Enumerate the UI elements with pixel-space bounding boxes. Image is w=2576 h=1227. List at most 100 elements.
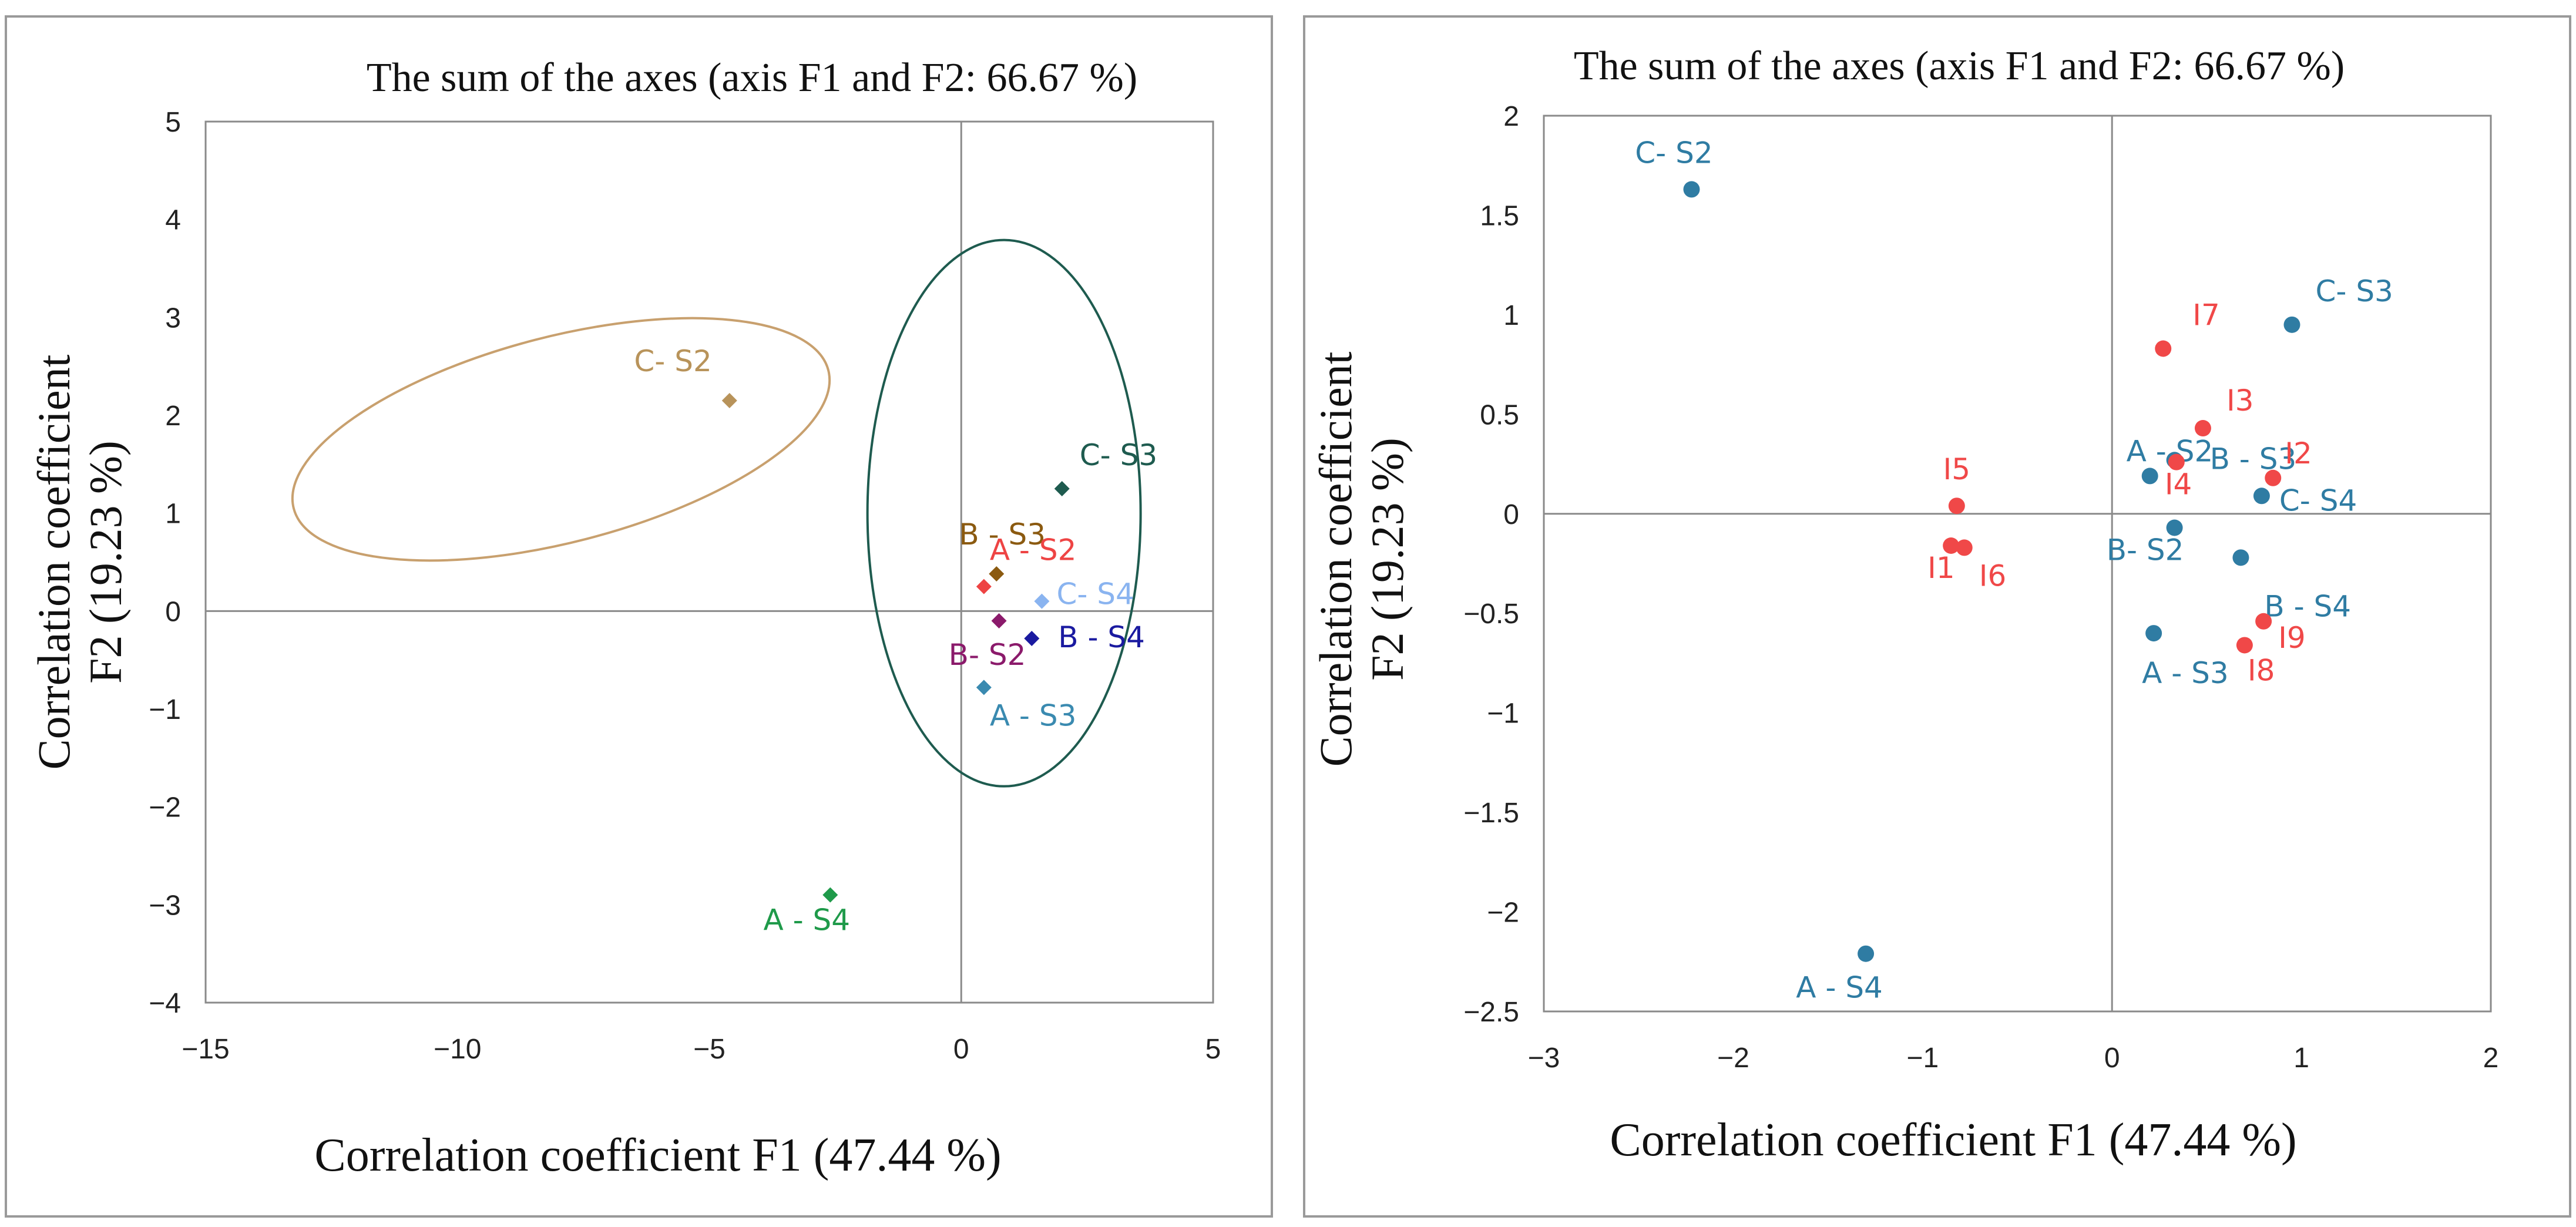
right-x-tick-label: −3 [1528, 1043, 1560, 1074]
left-data-point [721, 393, 737, 408]
right-indicator-label: I7 [2192, 298, 2220, 332]
left-data-point [991, 613, 1007, 628]
left-point-label: A - S3 [990, 698, 1077, 732]
left-plot-area [204, 120, 1214, 1004]
right-x-tick-label: −1 [1906, 1043, 1939, 1074]
left-point-label: B- S2 [949, 638, 1026, 672]
right-indicator-label: I3 [2226, 384, 2254, 418]
right-sample-point [2145, 625, 2162, 642]
left-point-label: B - S4 [1058, 620, 1145, 654]
right-y-tick-label: −0.5 [1463, 599, 1519, 630]
right-chart-title: The sum of the axes (axis F1 and F2: 66.… [1574, 43, 2345, 89]
right-indicator-point [2236, 637, 2253, 654]
right-indicator-label: I6 [1979, 559, 2007, 593]
right-panel-frame [1303, 15, 2571, 1218]
right-x-tick-label: 2 [2483, 1043, 2499, 1074]
left-chart-title: The sum of the axes (axis F1 and F2: 66.… [367, 55, 1137, 100]
right-indicator-point [2194, 420, 2211, 437]
right-plot-area [1543, 115, 2492, 1013]
left-data-point [1034, 593, 1050, 609]
left-x-tick-label: 0 [953, 1034, 969, 1065]
left-data-point [1054, 481, 1070, 496]
right-x-tick-label: 1 [2293, 1043, 2309, 1074]
right-sample-label: B - S3 [2210, 442, 2297, 476]
right-indicator-point [2255, 613, 2272, 630]
right-indicator-point [1948, 497, 1965, 515]
right-y-axis-label-line1: Correlation coefficient [1310, 351, 1361, 767]
right-indicator-point [2155, 340, 2172, 357]
right-sample-label: B - S4 [2264, 589, 2351, 623]
right-indicator-label: I8 [2248, 653, 2275, 687]
left-y-tick-label: −2 [149, 792, 181, 823]
right-indicator-label: I5 [1943, 452, 1971, 486]
left-y-axis-label-line1: Correlation coefficient [28, 354, 79, 769]
right-y-tick-label: 1 [1503, 300, 1519, 331]
left-chart: The sum of the axes (axis F1 and F2: 66.… [28, 55, 1221, 1181]
left-confidence-ellipse-green [866, 238, 1142, 788]
right-y-tick-label: 0.5 [1480, 399, 1519, 431]
right-y-tick-label: −1 [1487, 698, 1519, 730]
left-y-tick-label: 2 [165, 401, 181, 432]
left-point-label: C- S3 [1080, 438, 1157, 472]
right-indicator-point [2265, 469, 2282, 486]
right-x-tick-label: −2 [1717, 1043, 1749, 1074]
right-y-tick-label: −2.5 [1463, 997, 1519, 1028]
right-y-tick-label: −2 [1487, 897, 1519, 929]
left-x-tick-label: −10 [434, 1034, 481, 1065]
right-indicator-label: I1 [1927, 551, 1955, 585]
left-x-tick-label: −15 [182, 1034, 229, 1065]
left-data-point [822, 887, 838, 903]
right-y-axis-label-line2: F2 (19.23 %) [1362, 438, 1413, 681]
right-sample-point [1858, 945, 1875, 962]
left-data-point [976, 680, 992, 695]
left-point-label: C- S2 [634, 344, 711, 378]
left-point-label: A - S4 [764, 903, 851, 937]
left-y-tick-label: −4 [149, 988, 181, 1019]
left-point-label: B - S3 [959, 517, 1046, 552]
right-y-tick-label: 1.5 [1480, 200, 1519, 231]
left-point-label: C- S4 [1056, 577, 1134, 611]
right-indicator-point [1956, 539, 1973, 556]
right-sample-point [2283, 316, 2300, 333]
right-chart: The sum of the axes (axis F1 and F2: 66.… [1310, 43, 2498, 1166]
left-y-tick-label: −3 [149, 890, 181, 921]
right-sample-point [1683, 181, 1700, 198]
left-data-point [989, 566, 1005, 581]
right-sample-label: A - S3 [2142, 656, 2229, 690]
right-indicator-point [1943, 537, 1960, 554]
left-y-axis-label-line2: F2 (19.23 %) [80, 441, 131, 684]
left-y-tick-label: 5 [165, 107, 181, 138]
right-sample-point [2253, 488, 2270, 505]
right-sample-point [2141, 468, 2158, 485]
left-data-point [976, 579, 992, 594]
left-y-tick-label: 3 [165, 302, 181, 334]
right-indicator-point [2168, 453, 2185, 470]
left-panel-frame [5, 15, 1273, 1218]
right-indicator-label: I9 [2278, 621, 2306, 655]
right-sample-label: C- S2 [1635, 136, 1712, 170]
right-sample-point [2166, 519, 2183, 536]
left-y-tick-label: 0 [165, 596, 181, 627]
left-x-tick-label: −5 [693, 1034, 726, 1065]
left-point-label: A - S2 [990, 533, 1077, 567]
right-sample-label: B- S2 [2107, 533, 2184, 567]
left-y-tick-label: 4 [165, 205, 181, 236]
left-data-point [1024, 631, 1040, 646]
right-y-tick-label: 0 [1503, 499, 1519, 530]
right-x-tick-label: 0 [2104, 1043, 2120, 1074]
right-indicator-label: I2 [2285, 436, 2312, 470]
left-y-tick-label: −1 [149, 694, 181, 725]
right-y-tick-label: 2 [1503, 101, 1519, 132]
right-x-axis-label: Correlation coefficient F1 (47.44 %) [1610, 1114, 2296, 1166]
left-y-tick-label: 1 [165, 499, 181, 530]
right-indicator-label: I4 [2165, 468, 2192, 502]
left-confidence-ellipse-tan [291, 317, 831, 562]
right-sample-label: C- S3 [2315, 274, 2393, 308]
right-sample-label: A - S4 [1796, 971, 1883, 1005]
right-sample-label: C- S4 [2279, 483, 2357, 517]
left-x-tick-label: 5 [1205, 1034, 1221, 1065]
left-x-axis-label: Correlation coefficient F1 (47.44 %) [314, 1129, 1001, 1181]
right-y-tick-label: −1.5 [1463, 798, 1519, 829]
right-sample-point [2232, 549, 2249, 566]
